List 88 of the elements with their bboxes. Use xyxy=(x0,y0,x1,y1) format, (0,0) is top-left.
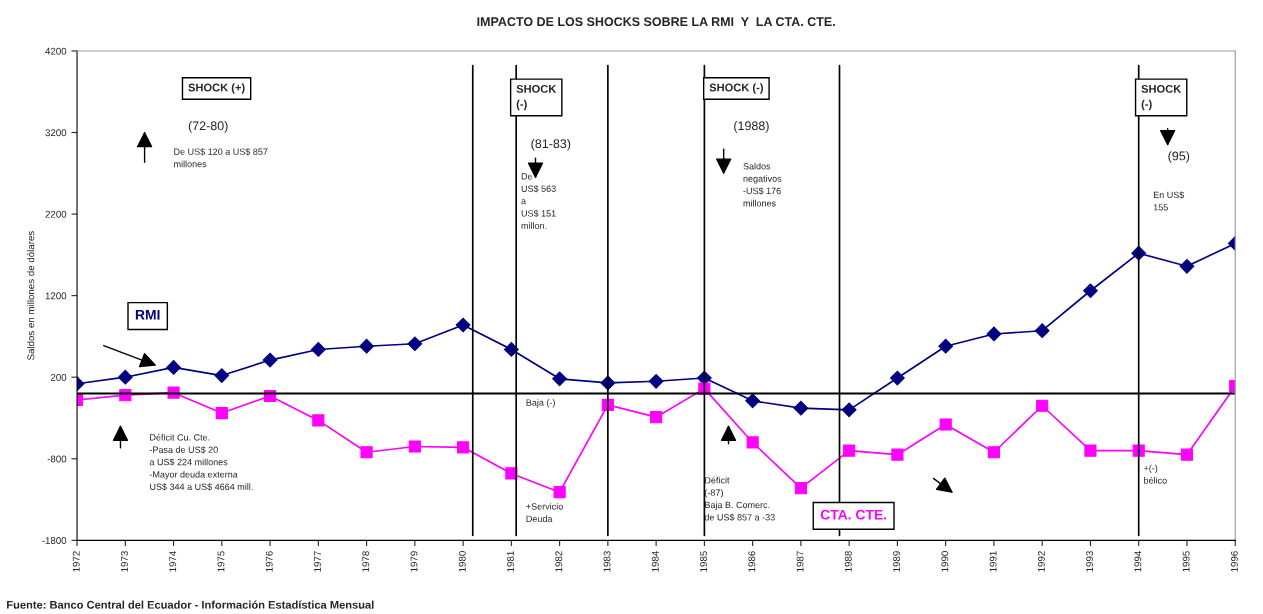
x-tick-label: 1978 xyxy=(362,551,370,572)
point xyxy=(745,393,761,409)
point xyxy=(262,352,278,368)
point xyxy=(312,414,325,427)
x-tick-label: 1977 xyxy=(314,551,321,572)
annotation: SHOCK (-) xyxy=(709,83,763,94)
point xyxy=(1036,399,1049,412)
y-tick-label: 4200 xyxy=(45,47,67,55)
point xyxy=(843,444,856,457)
x-tick-label: 1989 xyxy=(893,551,901,572)
x-tick-label: 1988 xyxy=(844,551,852,572)
x-tick-label: 1980 xyxy=(458,551,466,572)
point xyxy=(215,407,228,420)
point xyxy=(987,446,1000,459)
annotation: SHOCK (+) xyxy=(188,83,245,94)
annotation: (81-83) xyxy=(531,138,571,151)
x-tick-label: 1979 xyxy=(410,551,418,572)
x-tick-label: 1993 xyxy=(1086,551,1094,572)
point xyxy=(1084,444,1097,457)
point xyxy=(1179,258,1195,274)
x-tick-label: 1996 xyxy=(1230,551,1238,572)
annotation: +Servicio Deuda xyxy=(526,503,563,522)
series-label: CTA. CTE. xyxy=(820,509,887,520)
point xyxy=(1083,283,1098,299)
x-tick-label: 1985 xyxy=(700,551,707,572)
point xyxy=(939,418,952,431)
point xyxy=(891,448,904,461)
point xyxy=(938,338,954,354)
y-tick-label: -1800 xyxy=(42,537,67,544)
y-tick-label: 1200 xyxy=(45,292,67,300)
point xyxy=(890,370,905,386)
x-tick-label: 1987 xyxy=(796,551,804,572)
annotation: (72-80) xyxy=(188,120,228,133)
chart-title: IMPACTO DE LOS SHOCKS SOBRE LA RMI Y LA CTA. CTE. xyxy=(477,17,835,27)
point xyxy=(407,336,423,352)
x-tick-label: 1995 xyxy=(1182,551,1190,572)
point xyxy=(650,411,663,424)
point xyxy=(648,373,664,389)
point xyxy=(310,342,326,357)
y-tick-label: 2200 xyxy=(45,210,67,218)
y-axis-title: Saldos en millones de dólares xyxy=(27,231,35,361)
annotation: Saldos negativos -US$ 176 millones xyxy=(743,162,782,207)
annotation: En US$ 155 xyxy=(1153,191,1185,211)
point xyxy=(166,360,181,375)
point xyxy=(1180,448,1194,461)
point xyxy=(408,440,421,453)
y-tick-label: 3200 xyxy=(45,129,67,137)
point xyxy=(746,436,759,449)
x-tick-label: 1983 xyxy=(603,551,611,572)
point xyxy=(553,486,566,499)
y-tick-label: 200 xyxy=(50,373,67,381)
point xyxy=(841,402,857,418)
annotation: SHOCK (-) xyxy=(1141,84,1182,111)
annotation: De US$ 563 a US$ 151 millon. xyxy=(521,173,556,229)
point xyxy=(794,482,807,495)
x-tick-label: 1991 xyxy=(989,551,997,572)
text: RMI xyxy=(135,310,160,320)
x-tick-label: 1984 xyxy=(651,551,659,572)
point xyxy=(214,368,230,383)
point xyxy=(552,371,568,387)
point xyxy=(455,317,471,333)
x-tick-label: 1974 xyxy=(169,551,177,572)
annotation: Déficit Cu. Cte. -Pasa de US$ 20 a US$ 224 millones -Mayor deuda externa US$ 344 a US$ 4664 mill. xyxy=(149,433,253,491)
point xyxy=(359,338,374,354)
annotation: (95) xyxy=(1168,151,1190,163)
annotation: SHOCK (-) xyxy=(516,84,557,111)
point xyxy=(360,446,373,459)
y-tick-label: -800 xyxy=(47,455,67,463)
annotation: +(-) bélico xyxy=(1143,464,1167,484)
x-tick-label: 1975 xyxy=(217,551,225,572)
x-tick-label: 1986 xyxy=(748,551,756,572)
annotation: De US$ 120 a US$ 857 millones xyxy=(174,148,268,168)
source-note: Fuente: Banco Central del Ecuador - Información Estadística Mensual xyxy=(7,600,374,609)
point xyxy=(117,369,133,385)
point xyxy=(457,441,470,454)
point xyxy=(1034,323,1050,339)
x-tick-label: 1976 xyxy=(265,551,273,572)
x-tick-label: 1992 xyxy=(1037,551,1045,572)
x-tick-label: 1972 xyxy=(72,551,80,572)
x-tick-label: 1973 xyxy=(121,551,128,572)
point xyxy=(986,326,1002,342)
x-tick-label: 1982 xyxy=(555,551,563,572)
x-tick-label: 1994 xyxy=(1134,551,1142,572)
x-tick-label: 1981 xyxy=(507,551,514,572)
point xyxy=(793,400,809,416)
annotation: Baja (-) xyxy=(526,399,555,408)
x-tick-label: 1990 xyxy=(941,551,949,572)
annotation: (1988) xyxy=(734,120,769,133)
